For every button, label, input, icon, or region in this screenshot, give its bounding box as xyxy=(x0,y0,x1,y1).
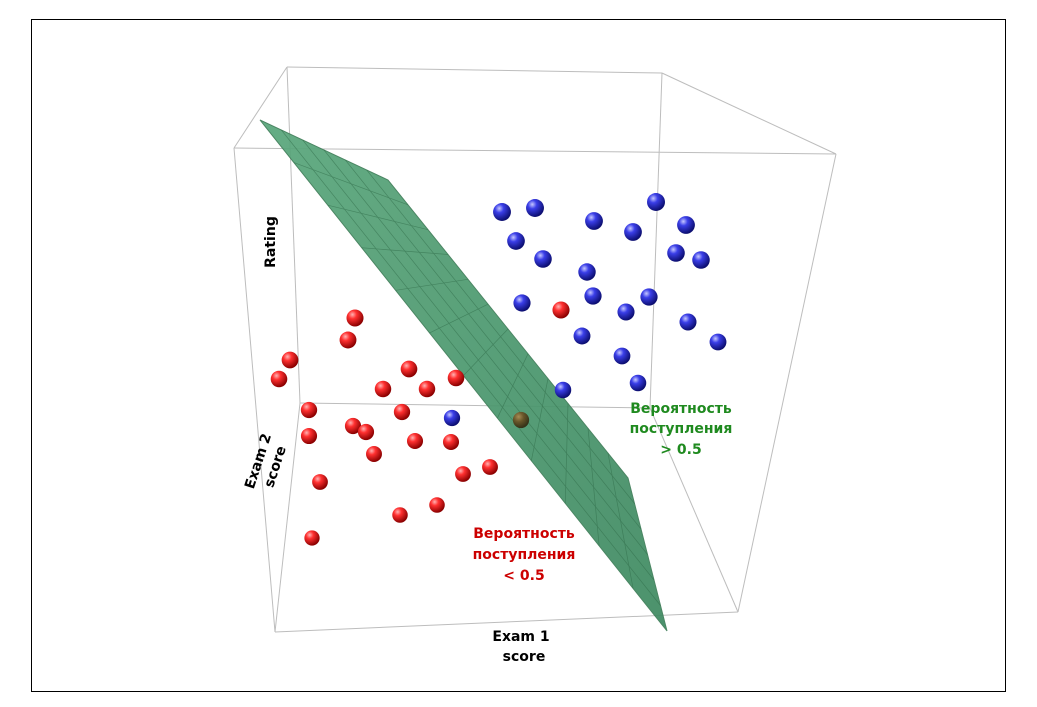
x-axis-label-line1: Exam 1 xyxy=(492,629,549,645)
data-point xyxy=(366,446,382,462)
data-point xyxy=(418,380,436,398)
box-edge xyxy=(233,147,276,633)
data-point xyxy=(339,331,357,349)
annotation-negative-line3: < 0.5 xyxy=(503,568,544,584)
data-point xyxy=(629,374,647,392)
plane-grid-line xyxy=(366,169,635,504)
data-point xyxy=(534,250,552,268)
data-point xyxy=(357,423,375,441)
data-point xyxy=(300,401,318,419)
annotation-positive-line3: > 0.5 xyxy=(660,442,701,458)
data-point xyxy=(429,497,445,513)
data-point xyxy=(393,403,411,421)
data-point xyxy=(552,301,570,319)
points-in-front-of-plane xyxy=(270,193,727,546)
data-point xyxy=(344,417,362,435)
data-point xyxy=(677,216,695,234)
data-point xyxy=(443,409,461,427)
annotation-negative: Вероятность поступления < 0.5 xyxy=(473,526,576,584)
data-point xyxy=(667,244,685,262)
box-edge xyxy=(233,147,837,155)
data-point xyxy=(312,474,328,490)
data-point xyxy=(346,309,364,327)
data-point xyxy=(585,212,603,230)
data-point xyxy=(447,369,465,387)
data-point xyxy=(493,203,511,221)
z-axis-label: Rating xyxy=(263,216,279,268)
box-edge xyxy=(737,153,837,613)
data-point xyxy=(442,433,460,451)
data-point xyxy=(400,360,418,378)
box-edge xyxy=(649,407,739,613)
data-point xyxy=(374,380,392,398)
data-point xyxy=(647,193,665,211)
y-axis-label: Exam 2 score xyxy=(242,432,290,491)
x-axis-label-line2: score xyxy=(503,649,546,665)
data-point xyxy=(513,294,531,312)
data-point xyxy=(578,263,596,281)
box-edge xyxy=(286,66,663,74)
plane-grid-line xyxy=(302,139,655,581)
bounding-box xyxy=(233,66,837,633)
annotation-positive: Вероятность поступления > 0.5 xyxy=(630,401,733,458)
plane-grid xyxy=(281,129,661,606)
data-point xyxy=(679,313,697,331)
data-point xyxy=(392,507,408,523)
annotation-negative-line2: поступления xyxy=(473,547,576,563)
data-point xyxy=(270,370,288,388)
data-point xyxy=(406,432,424,450)
data-point xyxy=(281,351,299,369)
data-point xyxy=(526,199,544,217)
data-point xyxy=(692,251,710,269)
annotation-positive-line2: поступления xyxy=(630,421,733,437)
data-point xyxy=(304,530,320,546)
plane-grid-line xyxy=(345,159,642,530)
annotation-negative-line1: Вероятность xyxy=(473,526,575,542)
data-point xyxy=(640,288,658,306)
data-point xyxy=(613,347,631,365)
box-edge xyxy=(286,66,301,404)
data-point xyxy=(507,232,525,250)
data-point xyxy=(512,411,530,429)
plane-grid-line xyxy=(323,149,648,555)
data-point xyxy=(554,381,572,399)
box-edge xyxy=(274,402,301,633)
annotation-positive-line1: Вероятность xyxy=(630,401,732,417)
box-edge xyxy=(233,66,288,149)
data-point xyxy=(300,427,318,445)
data-point xyxy=(617,303,635,321)
data-point xyxy=(573,327,591,345)
plane-grid-line xyxy=(281,129,661,606)
data-point xyxy=(709,333,727,351)
box-edge xyxy=(661,72,837,155)
x-axis-label: Exam 1 score xyxy=(492,629,549,665)
box-edge xyxy=(299,402,651,409)
data-point xyxy=(584,287,602,305)
data-point xyxy=(624,223,642,241)
data-point xyxy=(482,459,498,475)
data-point xyxy=(455,466,471,482)
box-edge xyxy=(649,72,663,409)
